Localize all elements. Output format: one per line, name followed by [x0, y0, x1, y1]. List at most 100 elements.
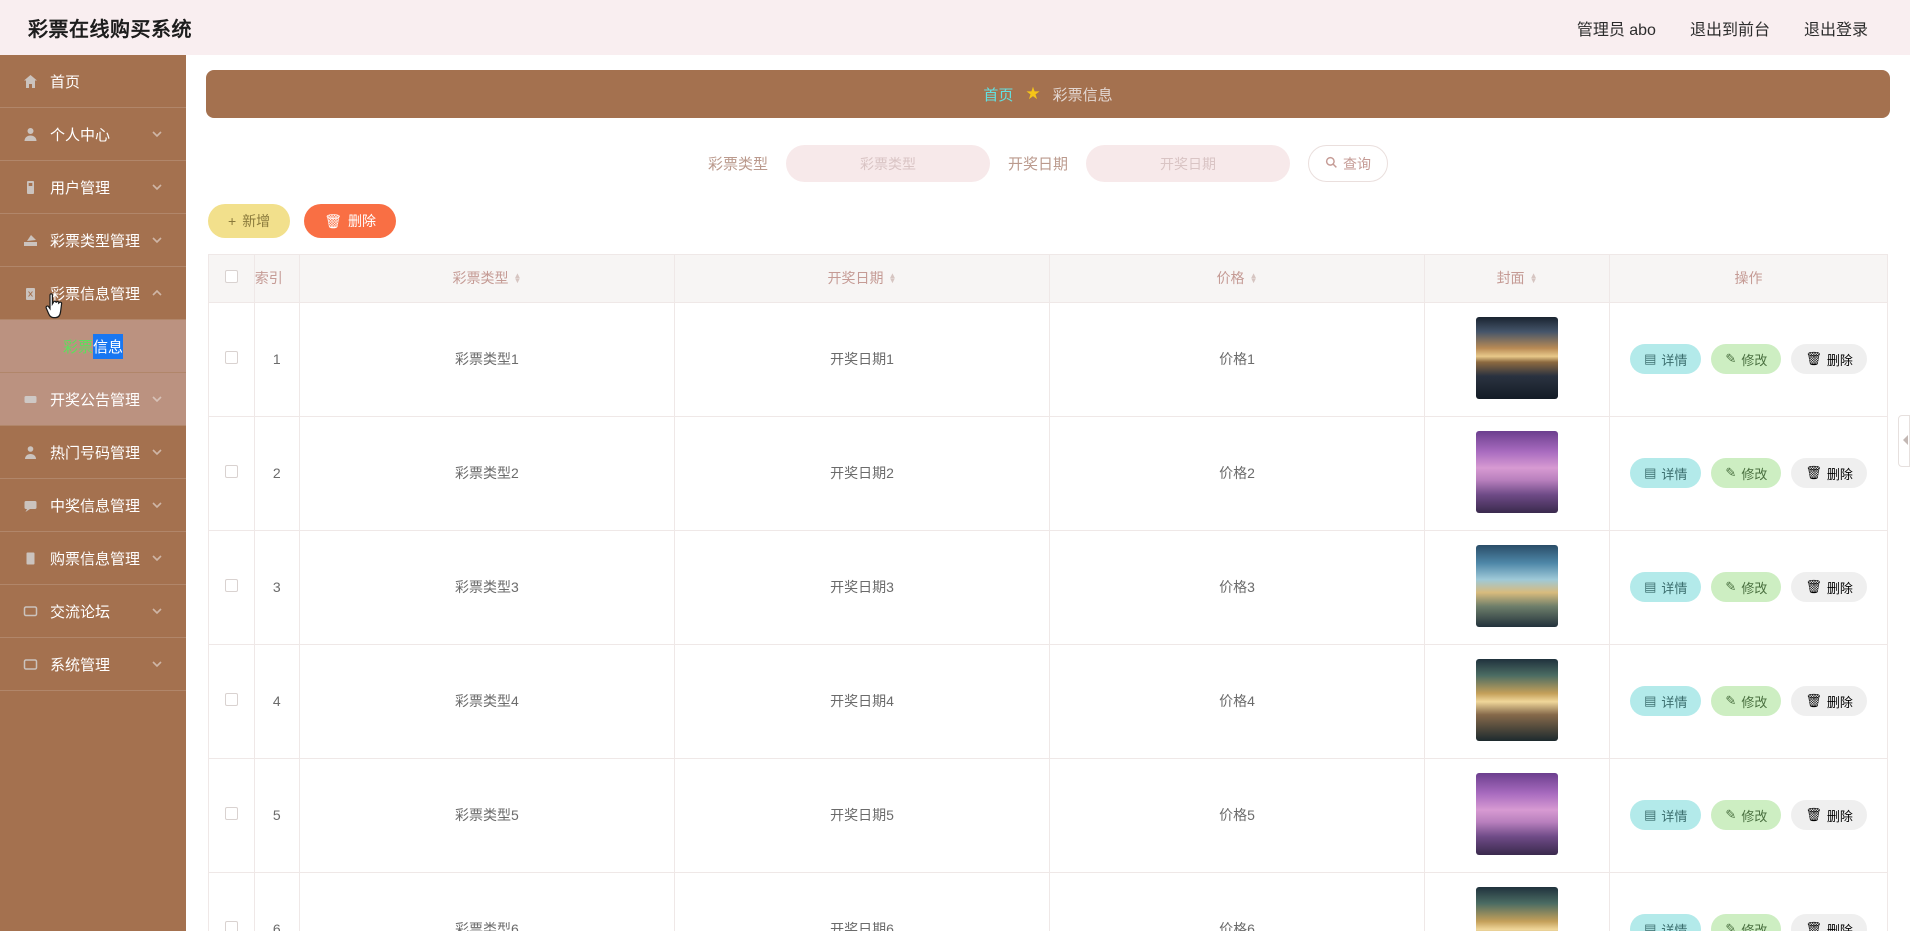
row-edit-button[interactable]: ✎ 修改	[1711, 800, 1782, 830]
column-header-date[interactable]: 开奖日期 ▲ ▼	[674, 255, 1051, 303]
cover-thumbnail[interactable]	[1476, 430, 1559, 513]
chevron-down-icon	[150, 233, 164, 247]
sidebar-item-label: 交流论坛	[50, 603, 111, 621]
row-edit-label: 修改	[1741, 694, 1768, 710]
select-all-checkbox[interactable]	[224, 270, 238, 284]
row-delete-button[interactable]: 🗑 删除	[1791, 800, 1867, 830]
row-delete-button[interactable]: 🗑 删除	[1791, 686, 1867, 716]
table-row: 2 彩票类型2 开奖日期2 价格2 ▤ 详情 ✎ 修改 🗑 删除	[209, 416, 1887, 531]
column-header-index: 索引	[254, 255, 300, 303]
row-edit-button[interactable]: ✎ 修改	[1711, 914, 1782, 931]
sidebar-subitem-lottery-info[interactable]: 彩票 信息	[0, 320, 186, 373]
row-checkbox[interactable]	[224, 351, 238, 364]
lottery-type-input[interactable]: 彩票类型	[786, 145, 990, 182]
row-checkbox-cell	[209, 758, 255, 873]
trash-icon: 🗑	[1805, 465, 1822, 480]
row-edit-label: 修改	[1741, 922, 1768, 931]
row-operations-cell: ▤ 详情 ✎ 修改 🗑 删除	[1609, 644, 1887, 759]
row-date-cell: 开奖日期3	[674, 530, 1051, 645]
query-button[interactable]: 查询	[1308, 145, 1389, 182]
sidebar-item-6[interactable]: 热门号码管理	[0, 426, 186, 479]
sort-icon[interactable]: ▲ ▼	[888, 271, 897, 286]
row-detail-label: 详情	[1661, 808, 1688, 824]
breadcrumb: 首页 ★ 彩票信息	[206, 70, 1890, 118]
row-checkbox[interactable]	[224, 465, 238, 478]
row-checkbox[interactable]	[224, 579, 238, 592]
cover-thumbnail[interactable]	[1476, 544, 1559, 627]
batch-delete-button[interactable]: 🗑 删除	[304, 204, 396, 238]
row-type-cell: 彩票类型3	[299, 530, 675, 645]
exit-to-frontend-link[interactable]: 退出到前台	[1689, 21, 1770, 39]
row-delete-label: 删除	[1826, 694, 1853, 710]
row-type-cell: 彩票类型6	[299, 872, 675, 931]
row-delete-button[interactable]: 🗑 删除	[1791, 458, 1867, 488]
column-header-type[interactable]: 彩票类型 ▲ ▼	[299, 255, 675, 303]
row-edit-label: 修改	[1741, 352, 1768, 368]
add-button[interactable]: + 新增	[208, 204, 291, 238]
sidebar-item-4[interactable]: 彩票信息管理	[0, 267, 186, 320]
row-detail-label: 详情	[1661, 466, 1688, 482]
sidebar-item-10[interactable]: 系统管理	[0, 638, 186, 691]
sidebar-item-3[interactable]: 彩票类型管理	[0, 214, 186, 267]
row-operations: ▤ 详情 ✎ 修改 🗑 删除	[1610, 572, 1887, 602]
sidebar-item-label: 首页	[50, 73, 81, 91]
sort-icon[interactable]: ▲ ▼	[1529, 271, 1538, 286]
forum-icon	[22, 603, 39, 620]
lottery-type-label: 彩票类型	[707, 156, 768, 173]
sidebar-item-1[interactable]: 个人中心	[0, 108, 186, 161]
cover-thumbnail[interactable]	[1476, 772, 1559, 855]
sidebar-item-9[interactable]: 交流论坛	[0, 585, 186, 638]
top-header-bar: 彩票在线购买系统 管理员 abo 退出到前台 退出登录	[0, 0, 1910, 55]
sidebar-item-8[interactable]: 购票信息管理	[0, 532, 186, 585]
column-header-cover[interactable]: 封面 ▲ ▼	[1424, 255, 1610, 303]
row-operations: ▤ 详情 ✎ 修改 🗑 删除	[1610, 458, 1887, 488]
row-edit-button[interactable]: ✎ 修改	[1711, 458, 1782, 488]
sidebar-item-label: 中奖信息管理	[50, 497, 141, 515]
row-detail-button[interactable]: ▤ 详情	[1630, 458, 1702, 488]
logout-link[interactable]: 退出登录	[1803, 21, 1868, 39]
row-edit-button[interactable]: ✎ 修改	[1711, 686, 1782, 716]
row-detail-button[interactable]: ▤ 详情	[1630, 344, 1702, 374]
app-title: 彩票在线购买系统	[28, 19, 192, 41]
row-operations-cell: ▤ 详情 ✎ 修改 🗑 删除	[1609, 872, 1887, 931]
document-icon: ▤	[1644, 351, 1657, 366]
row-price-cell: 价格1	[1049, 302, 1426, 417]
row-delete-button[interactable]: 🗑 删除	[1791, 572, 1867, 602]
sort-icon[interactable]: ▲ ▼	[1249, 271, 1258, 286]
draw-date-input[interactable]: 开奖日期	[1086, 145, 1291, 182]
row-operations: ▤ 详情 ✎ 修改 🗑 删除	[1610, 800, 1887, 830]
table-row: 3 彩票类型3 开奖日期3 价格3 ▤ 详情 ✎ 修改 🗑 删除	[209, 530, 1887, 645]
column-header-price[interactable]: 价格 ▲ ▼	[1049, 255, 1426, 303]
cover-thumbnail[interactable]	[1476, 658, 1559, 741]
cover-thumbnail[interactable]	[1476, 316, 1559, 399]
row-edit-button[interactable]: ✎ 修改	[1711, 344, 1782, 374]
breadcrumb-home-link[interactable]: 首页	[983, 86, 1014, 104]
row-price-cell: 价格2	[1049, 416, 1426, 531]
row-delete-button[interactable]: 🗑 删除	[1791, 914, 1867, 931]
sidebar-item-5[interactable]: 开奖公告管理	[0, 373, 186, 426]
sidebar-collapse-handle[interactable]	[1898, 415, 1910, 467]
row-date-cell: 开奖日期2	[674, 416, 1051, 531]
row-detail-button[interactable]: ▤ 详情	[1630, 686, 1702, 716]
row-detail-button[interactable]: ▤ 详情	[1630, 914, 1702, 931]
sidebar-item-7[interactable]: 中奖信息管理	[0, 479, 186, 532]
row-operations-cell: ▤ 详情 ✎ 修改 🗑 删除	[1609, 416, 1887, 531]
trash-icon: 🗑	[1805, 693, 1822, 708]
row-detail-button[interactable]: ▤ 详情	[1630, 572, 1702, 602]
main-content: 首页 ★ 彩票信息 彩票类型 彩票类型 开奖日期 开奖日期 查询 + 新增 🗑 …	[186, 55, 1910, 931]
row-edit-button[interactable]: ✎ 修改	[1711, 572, 1782, 602]
sort-icon[interactable]: ▲ ▼	[513, 271, 522, 286]
row-delete-button[interactable]: 🗑 删除	[1791, 344, 1867, 374]
row-date-cell: 开奖日期6	[674, 872, 1051, 931]
table-header: 索引 彩票类型 ▲ ▼ 开奖日期 ▲ ▼ 价格 ▲ ▼ 封面 ▲ ▼ 操作	[209, 255, 1887, 303]
row-index-cell: 2	[254, 416, 300, 531]
row-checkbox[interactable]	[224, 807, 238, 820]
sidebar-item-0[interactable]: 首页	[0, 55, 186, 108]
row-checkbox-cell	[209, 872, 255, 931]
column-header-ops: 操作	[1609, 255, 1887, 303]
row-checkbox[interactable]	[224, 921, 238, 931]
row-detail-button[interactable]: ▤ 详情	[1630, 800, 1702, 830]
sidebar-item-2[interactable]: 用户管理	[0, 161, 186, 214]
row-checkbox[interactable]	[224, 693, 238, 706]
cover-thumbnail[interactable]	[1476, 886, 1559, 931]
